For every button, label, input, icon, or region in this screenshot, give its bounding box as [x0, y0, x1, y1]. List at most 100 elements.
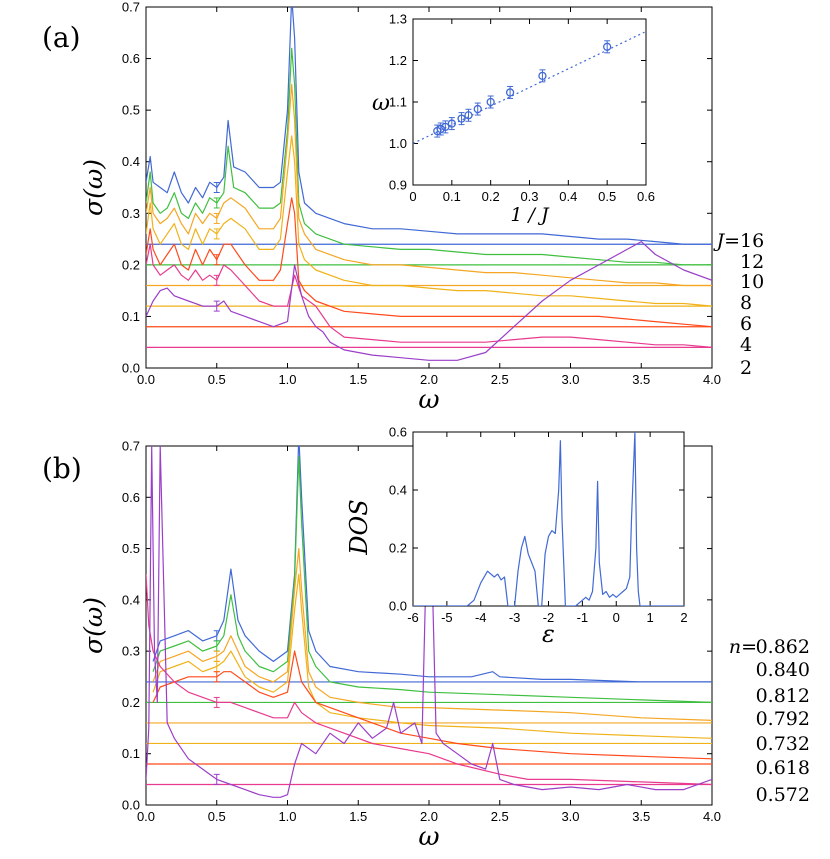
legend-label: 0.792 — [756, 708, 810, 730]
series-line — [146, 574, 712, 786]
legend-label: 8 — [740, 292, 752, 314]
y-tick-label: 0.0 — [389, 599, 407, 614]
y-tick-label: 0.6 — [122, 490, 140, 505]
x-tick-label: 2.5 — [491, 809, 509, 824]
y-tick-label: 0.2 — [122, 257, 140, 272]
legend-label: 16 — [740, 230, 764, 252]
series-line — [146, 446, 712, 798]
x-tick-label: 0.5 — [598, 189, 616, 204]
legend-label: 0.572 — [756, 784, 810, 806]
x-tick-label: -5 — [441, 610, 453, 625]
inset-point — [473, 104, 482, 114]
y-tick-label: 0.5 — [122, 103, 140, 118]
x-tick-label: 4.0 — [703, 809, 721, 824]
legend-label: 4 — [740, 334, 752, 356]
x-tick-label: 0.4 — [559, 189, 577, 204]
series-line — [146, 7, 712, 245]
y-tick-label: 0.1 — [122, 746, 140, 761]
y-tick-label: 0.6 — [389, 425, 407, 440]
y-tick-label: 0.4 — [122, 154, 140, 169]
series-line — [152, 455, 712, 703]
x-tick-label: 0.6 — [637, 189, 655, 204]
legend-label: 12 — [740, 251, 764, 273]
x-tick-label: 0.5 — [208, 372, 226, 387]
legend-label: 0.840 — [756, 659, 810, 681]
y-tick-label: 1.2 — [389, 53, 407, 68]
series-line — [146, 243, 712, 348]
y-tick-label: 1.3 — [389, 12, 407, 27]
x-tick-label: -2 — [543, 610, 555, 625]
series-line — [146, 47, 712, 266]
series-line — [146, 83, 712, 287]
x-tick-label: 4.0 — [703, 372, 721, 387]
x-tick-label: 1.0 — [278, 809, 296, 824]
x-tick-label: 2.0 — [420, 372, 438, 387]
inset-line — [413, 432, 684, 606]
series-line — [146, 197, 712, 328]
panel-a: 0.0 0.5 1.0 1.5 2.0 2.5 3.0 3.5 4.00.00.10.20.30… — [122, 0, 721, 387]
x-axis-title: ω — [418, 822, 439, 852]
inset-point — [603, 42, 612, 51]
y-tick-label: 0.7 — [122, 0, 140, 15]
inset-b: -6 -5 -4 -3 -2 -1 0 1 2 0.0 0.2 0.4 0.6 — [389, 425, 688, 626]
y-tick-label: 0.3 — [122, 644, 140, 659]
x-tick-label: 0 — [409, 189, 416, 204]
inset-a-frame — [412, 18, 647, 186]
x-tick-label: 0.1 — [443, 189, 461, 204]
panel-b: 0.0 0.5 1.0 1.5 2.0 2.5 3.0 3.5 4.0 0.0 0.1 0.2 0.3 0… — [122, 439, 721, 825]
inset-x-title: ε — [542, 620, 555, 648]
y-tick-label: 0.4 — [122, 592, 140, 607]
y-tick-label: 0.1 — [122, 309, 140, 324]
x-tick-label: 2.0 — [420, 809, 438, 824]
y-axis-title: σ(ω) — [79, 597, 108, 654]
y-tick-label: 0.9 — [389, 178, 407, 193]
inset-b-frame — [412, 431, 685, 607]
inset-point — [436, 124, 445, 134]
inset-point — [486, 97, 495, 107]
x-tick-label: 3.5 — [632, 809, 650, 824]
x-tick-label: 0.0 — [137, 372, 155, 387]
x-tick-label: -3 — [509, 610, 521, 625]
legend-label: 0.862 — [756, 636, 810, 658]
inset-y-title: ω — [372, 91, 390, 116]
x-tick-label: 3.0 — [561, 372, 579, 387]
panel-label: (a) — [42, 21, 81, 54]
y-tick-label: 0.5 — [122, 541, 140, 556]
x-tick-label: 3.5 — [632, 372, 650, 387]
y-tick-label: 0.0 — [122, 361, 140, 376]
y-axis-title: σ(ω) — [79, 159, 108, 216]
x-tick-label: 3.0 — [561, 809, 579, 824]
inset-point — [441, 122, 450, 132]
legend-label: 0.732 — [756, 733, 810, 755]
x-tick-label: 1.0 — [278, 372, 296, 387]
legend-label: 0.812 — [756, 685, 810, 707]
x-tick-label: -6 — [407, 610, 419, 625]
x-tick-label: -4 — [475, 610, 487, 625]
x-tick-label: 2.5 — [491, 372, 509, 387]
series-line — [152, 573, 712, 739]
y-tick-label: 0.6 — [122, 51, 140, 66]
y-tick-label: 0.0 — [122, 798, 140, 813]
panel-label: (b) — [42, 452, 82, 485]
legend-label: 0.618 — [756, 757, 810, 779]
y-tick-label: 1.0 — [389, 136, 407, 151]
x-tick-label: 0.0 — [137, 809, 155, 824]
inset-a: 0 0.1 0.2 0.3 0.4 0.5 0.6 0.9 1.0 1.1 1.2 1.3 — [389, 12, 655, 205]
x-axis-title: ω — [418, 385, 439, 415]
x-tick-label: 2 — [680, 610, 687, 625]
series-line — [152, 446, 712, 683]
y-tick-label: 0.4 — [389, 483, 407, 498]
inset-point — [505, 88, 515, 97]
series-line — [146, 135, 712, 307]
x-tick-label: -1 — [577, 610, 589, 625]
legend-label: 10 — [740, 271, 764, 293]
inset-y-title: DOS — [345, 499, 373, 555]
x-tick-label: 0.2 — [482, 189, 500, 204]
inset-point — [464, 111, 473, 120]
inset-x-title: 1 / J — [510, 204, 550, 226]
x-tick-label: 1.5 — [349, 809, 367, 824]
x-tick-label: 0.5 — [208, 809, 226, 824]
series-line — [146, 241, 712, 361]
series-line — [152, 650, 712, 760]
y-tick-label: 1.1 — [389, 95, 407, 110]
